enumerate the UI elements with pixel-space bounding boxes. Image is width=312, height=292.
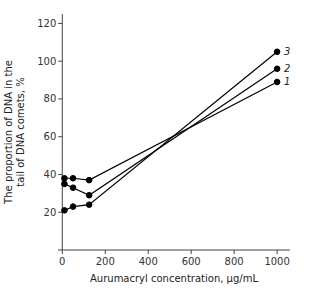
annotation: 3 — [284, 46, 290, 57]
data-point — [70, 204, 76, 210]
data-point — [274, 66, 280, 72]
axes: 0 200 400 600 800 1000 20 40 60 80 100 120 — [37, 14, 290, 267]
y-tick — [58, 61, 62, 62]
data-point — [86, 202, 92, 208]
y-tick — [58, 174, 62, 175]
x-tick — [62, 250, 63, 254]
data-point — [86, 177, 92, 183]
plot-area — [62, 49, 280, 213]
x-tick — [234, 250, 235, 254]
annotation: 2 — [284, 63, 290, 74]
x-tick-label: 1000 — [264, 256, 289, 267]
data-point — [70, 185, 76, 191]
y-tick-label: 120 — [37, 18, 56, 29]
x-tick-label: 600 — [182, 256, 201, 267]
x-tick — [191, 250, 192, 254]
x-tick-label: 200 — [96, 256, 115, 267]
x-tick-label: 400 — [139, 256, 158, 267]
x-tick — [105, 250, 106, 254]
series-line — [64, 82, 277, 180]
y-tick — [58, 136, 62, 137]
data-point — [70, 175, 76, 181]
y-tick — [58, 98, 62, 99]
data-point — [62, 175, 68, 181]
chart: 0 200 400 600 800 1000 20 40 60 80 100 120 Aurumacry… — [0, 0, 312, 292]
data-point — [62, 208, 68, 214]
x-axis-label: Aurumacryl concentration, μg/mL — [90, 273, 258, 284]
data-point — [274, 49, 280, 55]
data-point — [62, 181, 68, 187]
data-point — [274, 79, 280, 85]
x-tick — [277, 250, 278, 254]
x-tick-label: 800 — [225, 256, 244, 267]
x-tick — [148, 250, 149, 254]
x-tick-label: 0 — [59, 256, 65, 267]
annotations: 1 2 3 — [284, 46, 290, 87]
y-tick-label: 20 — [44, 207, 57, 218]
y-tick-label: 80 — [44, 93, 57, 104]
series-line — [64, 69, 277, 195]
y-tick-label: 40 — [44, 169, 57, 180]
x-axis-line — [58, 250, 290, 251]
y-tick-label: 100 — [37, 56, 56, 67]
y-axis-line — [62, 14, 63, 250]
y-tick — [58, 23, 62, 24]
data-point — [86, 192, 92, 198]
y-tick-label: 60 — [44, 131, 57, 142]
series-line — [64, 52, 277, 211]
y-axis-label: The proportion of DNA in thetail of DNA … — [3, 60, 26, 205]
annotation: 1 — [284, 76, 290, 87]
